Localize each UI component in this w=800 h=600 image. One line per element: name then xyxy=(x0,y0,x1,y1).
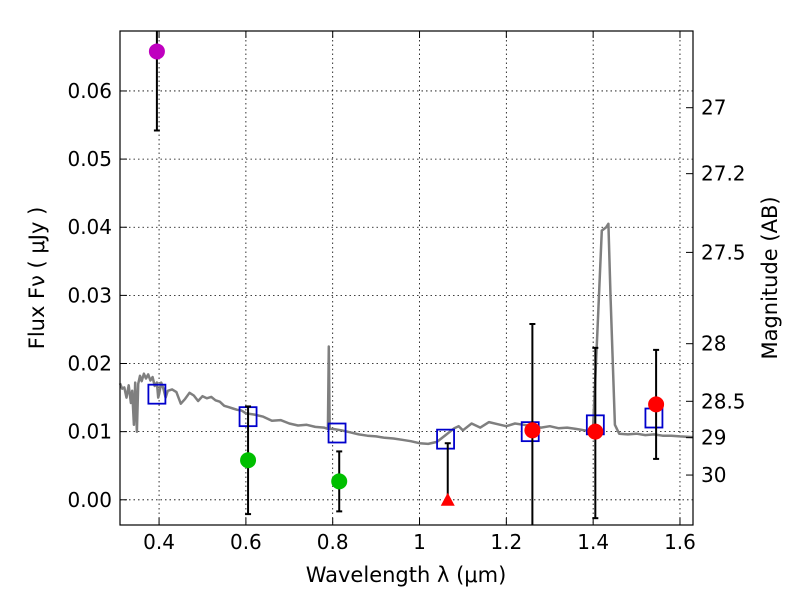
model-spectrum xyxy=(118,222,694,446)
x-tick-label: 1.2 xyxy=(490,530,522,554)
model-square-marker xyxy=(147,383,167,405)
mag-tick-label: 29 xyxy=(701,426,726,450)
spectrum-line xyxy=(118,222,694,446)
x-tick-label: 1 xyxy=(413,530,426,554)
observed-circle-marker xyxy=(331,473,348,490)
mag-tick-label: 27.5 xyxy=(701,240,746,264)
y-tick-label: 0.03 xyxy=(67,283,112,307)
model-square-marker xyxy=(436,428,455,450)
observed-circle-marker xyxy=(648,396,665,413)
y-tick-label: 0.05 xyxy=(67,147,112,171)
grid xyxy=(120,31,693,525)
x-tick-label: 0.8 xyxy=(317,530,349,554)
upper-limit-triangle-marker xyxy=(440,492,455,506)
axis-ticks xyxy=(120,31,693,525)
observed-circle-marker xyxy=(148,43,165,60)
y-tick-label: 0.06 xyxy=(67,79,112,103)
x-tick-label: 1.4 xyxy=(577,530,609,554)
x-tick-label: 0.6 xyxy=(230,530,262,554)
observed-circle-marker xyxy=(587,423,604,440)
data-markers xyxy=(147,31,665,525)
x-axis-title: Wavelength λ (μm) xyxy=(306,563,507,587)
mag-tick-label: 27 xyxy=(701,96,726,120)
right-axis-title: Magnitude (AB) xyxy=(758,196,782,359)
mag-tick-label: 27.2 xyxy=(701,162,746,186)
y-tick-label: 0.02 xyxy=(67,352,112,376)
y-tick-label: 0.01 xyxy=(67,420,112,444)
mag-tick-label: 30 xyxy=(701,463,726,487)
x-tick-label: 1.6 xyxy=(664,530,696,554)
x-tick-label: 0.4 xyxy=(143,530,175,554)
observed-circle-marker xyxy=(240,452,257,469)
mag-tick-label: 28.5 xyxy=(701,389,746,413)
y-tick-label: 0.00 xyxy=(67,488,112,512)
tick-labels: 0.4 0.6 0.8 1 1.2 1.4 1.6 0.00 0.01 0.02 0.03 0.04 0… xyxy=(67,79,745,554)
plot-frame xyxy=(119,30,694,526)
model-square-marker xyxy=(327,422,347,444)
observed-circle-marker xyxy=(524,422,541,439)
y-axis-title: Flux Fν ( μJy ) xyxy=(25,207,49,350)
mag-tick-label: 28 xyxy=(701,332,726,356)
y-tick-label: 0.04 xyxy=(67,215,112,239)
